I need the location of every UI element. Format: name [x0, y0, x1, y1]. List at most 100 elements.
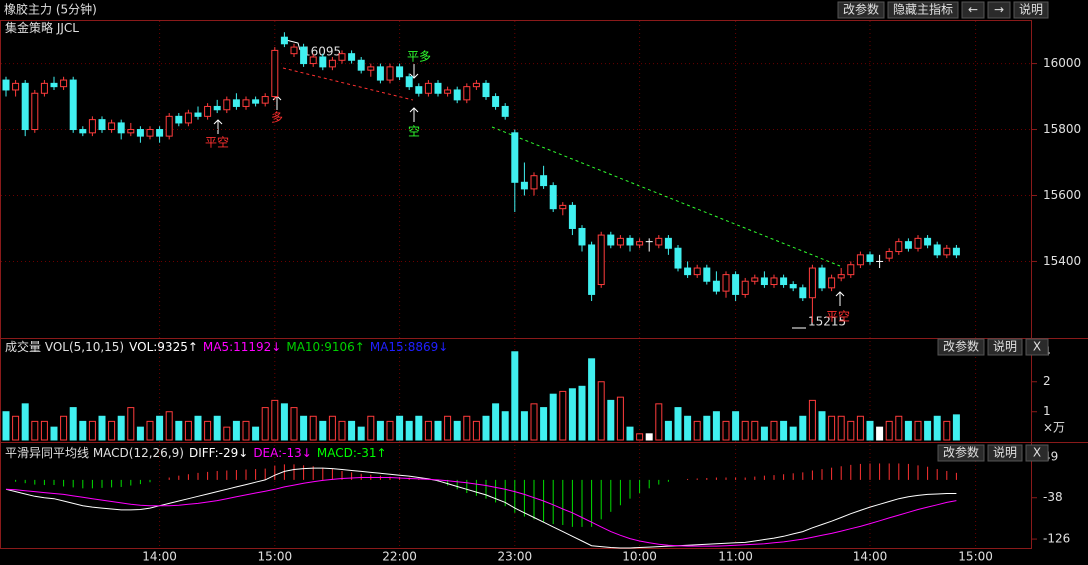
- candle-body: [808, 267, 816, 299]
- y-tick-label: 15400: [1043, 254, 1081, 268]
- volume-bar: [741, 420, 749, 441]
- candle-body: [520, 181, 528, 190]
- signal-label: 空: [408, 125, 420, 139]
- button[interactable]: [1025, 444, 1049, 462]
- window-title: 橡胶主力 (5分钟): [4, 2, 97, 17]
- button-label[interactable]: X: [1033, 446, 1041, 460]
- button-label[interactable]: →: [994, 3, 1004, 17]
- button-label[interactable]: ←: [968, 3, 978, 17]
- candle-body: [60, 79, 68, 88]
- button[interactable]: [987, 444, 1023, 462]
- candle-body: [300, 46, 308, 65]
- volume-bar: [367, 415, 375, 441]
- y-tick-label: 1: [1043, 404, 1051, 418]
- volume-bar: [271, 399, 279, 441]
- x-tick-label: 14:00: [853, 550, 888, 564]
- candle-body: [492, 96, 500, 107]
- candle-body: [252, 99, 260, 104]
- volume-bar: [847, 420, 855, 441]
- volume-bar: [703, 415, 711, 441]
- button-label[interactable]: 说明: [1019, 2, 1043, 17]
- button[interactable]: [987, 1, 1011, 19]
- button[interactable]: [887, 1, 959, 19]
- candle-body: [866, 254, 874, 262]
- button[interactable]: [937, 444, 985, 462]
- candle-body: [597, 234, 605, 286]
- candle-body: [482, 82, 490, 98]
- volume-bar: [655, 403, 663, 441]
- volume-bar: [933, 415, 941, 441]
- candle-body: [559, 204, 567, 210]
- volume-unit: ×万: [1043, 421, 1065, 435]
- volume-bar: [117, 415, 125, 441]
- volume-bar: [261, 407, 269, 441]
- button-label[interactable]: X: [1033, 340, 1041, 354]
- indicator-value: MA10:9106↑: [286, 340, 364, 354]
- volume-bar: [319, 420, 327, 441]
- volume-bar: [472, 420, 480, 441]
- volume-bar: [79, 420, 87, 441]
- trade-line: [491, 126, 841, 267]
- volume-bar: [300, 415, 308, 441]
- plot-frame: [0, 20, 1032, 549]
- candle-body: [501, 105, 509, 117]
- candle-body: [664, 237, 672, 249]
- volume-bar: [760, 426, 768, 441]
- volume-bar: [31, 420, 39, 441]
- volume-bar: [232, 420, 240, 441]
- volume-bar: [578, 385, 586, 441]
- panel-title: 集金策略 JJCL: [5, 20, 79, 35]
- volume-bar: [108, 420, 116, 441]
- panel-header: 成交量 VOL(5,10,15) VOL:9325↑ MA5:11192↓ MA10:…: [5, 339, 448, 354]
- candle-body: [472, 82, 480, 88]
- volume-bar: [376, 420, 384, 441]
- volume-bar: [837, 415, 845, 441]
- volume-bar: [770, 420, 778, 441]
- arrow: [272, 95, 282, 110]
- button[interactable]: [1013, 1, 1049, 19]
- candle-body: [108, 122, 116, 131]
- candle-body: [904, 241, 912, 249]
- candle-body: [789, 284, 797, 289]
- button[interactable]: [837, 1, 885, 19]
- candle-body: [722, 274, 730, 292]
- button-label[interactable]: 改参数: [943, 339, 979, 354]
- candle-body: [616, 237, 624, 246]
- y-tick-label: 15800: [1043, 122, 1081, 136]
- candle-body: [463, 86, 471, 101]
- candle-body: [2, 79, 10, 91]
- volume-bar: [568, 388, 576, 441]
- volume-bar: [482, 415, 490, 441]
- candle-body: [933, 244, 941, 256]
- candle-body: [751, 277, 759, 282]
- candle-body: [271, 49, 279, 98]
- macd-line: [5, 467, 957, 549]
- candle-body: [770, 277, 778, 286]
- button-label[interactable]: 改参数: [943, 445, 979, 460]
- button[interactable]: [961, 1, 985, 19]
- volume-bar: [290, 407, 298, 441]
- button-label[interactable]: 说明: [993, 445, 1017, 460]
- button[interactable]: [937, 338, 985, 356]
- y-tick-label: 15600: [1043, 188, 1081, 202]
- candle-body: [760, 277, 768, 286]
- candle-body: [165, 115, 173, 137]
- candle-body: [386, 66, 394, 81]
- volume-bar: [712, 411, 720, 441]
- candle-body: [578, 227, 586, 246]
- volume-bar: [98, 415, 106, 441]
- volume-bar: [895, 415, 903, 441]
- volume-bar: [924, 420, 932, 441]
- button-label[interactable]: 隐藏主指标: [893, 2, 953, 17]
- button-label[interactable]: 说明: [993, 339, 1017, 354]
- candle-body: [261, 96, 269, 104]
- volume-bar: [674, 407, 682, 441]
- volume-bar: [856, 415, 864, 441]
- button[interactable]: [1025, 338, 1049, 356]
- candle-body: [376, 66, 384, 81]
- button-label[interactable]: 改参数: [843, 2, 879, 17]
- button[interactable]: [987, 338, 1023, 356]
- volume-bar: [50, 426, 58, 441]
- candle-body: [549, 185, 557, 210]
- candle-body: [530, 175, 538, 190]
